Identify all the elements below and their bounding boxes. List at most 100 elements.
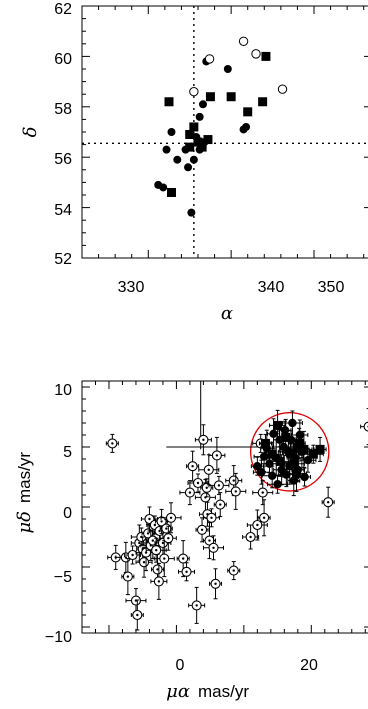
- filled-square-point: [166, 187, 176, 197]
- filled-circle-point: [273, 480, 282, 489]
- point-center-dot: [136, 613, 139, 617]
- y-tick-label: 0: [63, 505, 72, 522]
- filled-square-point: [185, 142, 195, 152]
- radec-panel: 62 60 58 56 54 52 330 340 350 α δ: [20, 1, 368, 324]
- y-tick-label: 56: [54, 151, 72, 168]
- x-tick-label: 330: [118, 279, 145, 296]
- point-center-dot: [142, 561, 146, 564]
- x-axis-label: α: [221, 303, 233, 324]
- x-axis-symbol: μα: [166, 681, 190, 702]
- y-tick-label: 58: [54, 101, 72, 118]
- open-circle-point: [204, 54, 215, 64]
- filled-circle-point: [269, 429, 278, 438]
- filled-square-point: [185, 130, 195, 140]
- point-center-dot: [111, 442, 114, 445]
- filled-circle-point: [159, 183, 168, 192]
- point-center-dot: [153, 523, 157, 527]
- point-center-dot: [148, 517, 151, 521]
- point-center-dot: [212, 546, 215, 549]
- filled-circle-point: [300, 472, 309, 482]
- panel1-frame: [81, 5, 368, 259]
- point-center-dot: [205, 486, 208, 489]
- filled-square-point: [289, 459, 299, 469]
- filled-square-point: [258, 97, 268, 107]
- point-center-dot: [181, 557, 185, 560]
- point-center-dot: [167, 537, 170, 540]
- filled-square-point: [205, 92, 215, 102]
- point-center-dot: [234, 490, 237, 493]
- point-center-dot: [200, 528, 204, 531]
- point-center-dot: [188, 491, 192, 494]
- open-circle-point: [363, 421, 368, 432]
- filled-square-point: [261, 51, 271, 61]
- filled-square-point: [193, 137, 203, 147]
- point-center-dot: [232, 569, 235, 572]
- filled-circle-point: [184, 163, 193, 172]
- filled-circle-point: [167, 128, 176, 136]
- point-center-dot: [215, 454, 219, 457]
- point-center-dot: [249, 535, 252, 539]
- point-center-dot: [210, 516, 213, 519]
- open-circle-point: [189, 86, 199, 97]
- y-axis-unit: mas/yr: [15, 452, 34, 503]
- filled-square-point: [285, 448, 295, 458]
- panel1-points: [154, 36, 288, 217]
- point-center-dot: [154, 549, 158, 552]
- filled-square-point: [273, 420, 283, 430]
- y-axis-label: δ: [20, 127, 41, 138]
- x-tick-label: 20: [300, 657, 318, 674]
- filled-circle-point: [242, 122, 251, 131]
- x-axis-label: μα mas/yr: [166, 681, 249, 702]
- panel1-reference-lines: [82, 6, 368, 258]
- point-center-dot: [207, 468, 210, 471]
- panel2-frame: [81, 380, 368, 634]
- y-tick-label: −10: [45, 629, 72, 646]
- y-tick-label: 54: [54, 202, 72, 219]
- point-center-dot: [124, 556, 128, 559]
- point-center-dot: [261, 491, 264, 494]
- y-tick-label: 60: [54, 51, 72, 68]
- y-tick-label: 62: [54, 1, 72, 18]
- point-center-dot: [185, 570, 188, 573]
- point-center-dot: [131, 553, 134, 557]
- filled-circle-point: [257, 468, 266, 477]
- filled-circle-point: [223, 65, 232, 73]
- open-circle-point: [238, 36, 249, 46]
- filled-square-point: [267, 449, 277, 459]
- filled-square-point: [291, 468, 301, 478]
- filled-square-point: [226, 92, 236, 102]
- point-center-dot: [138, 541, 141, 545]
- point-center-dot: [163, 557, 166, 560]
- filled-square-point: [275, 456, 285, 466]
- filled-square-point: [243, 107, 253, 117]
- filled-circle-point: [295, 430, 305, 440]
- point-center-dot: [214, 582, 217, 585]
- point-center-dot: [195, 604, 198, 607]
- filled-square-point: [260, 438, 270, 448]
- point-center-dot: [262, 516, 266, 519]
- filled-square-point: [189, 122, 199, 132]
- filled-square-point: [203, 135, 213, 145]
- point-center-dot: [232, 479, 235, 482]
- filled-circle-point: [253, 462, 262, 471]
- highlight-circle: [249, 412, 330, 492]
- proper-motion-panel: 10 5 0 −5 −10 0 20 μα mas/yr μδ mas/yr: [14, 380, 368, 702]
- filled-circle-point: [189, 155, 198, 164]
- point-center-dot: [196, 481, 200, 485]
- filled-circle-point: [187, 208, 196, 217]
- filled-circle-point: [198, 100, 207, 109]
- point-center-dot: [202, 438, 205, 441]
- y-tick-label: 52: [54, 251, 72, 268]
- point-center-dot: [256, 523, 259, 527]
- panel2-ticks: [81, 381, 368, 633]
- x-axis-unit: mas/yr: [198, 682, 249, 701]
- point-center-dot: [165, 527, 168, 530]
- y-tick-label: 10: [54, 382, 72, 399]
- point-center-dot: [191, 465, 194, 468]
- filled-circle-point: [173, 155, 182, 164]
- filled-square-point: [281, 432, 291, 442]
- filled-square-point: [294, 438, 304, 448]
- panel2-points: [105, 408, 368, 631]
- point-center-dot: [156, 568, 159, 571]
- point-center-dot: [160, 520, 163, 523]
